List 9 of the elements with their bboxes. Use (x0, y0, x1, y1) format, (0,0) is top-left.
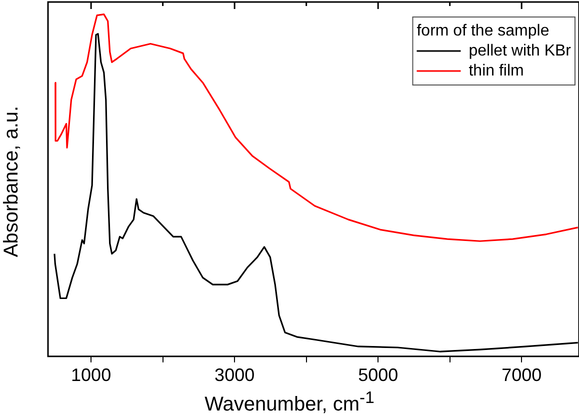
legend-label: pellet with KBr (468, 42, 572, 60)
y-axis-title: Absorbance, a.u. (0, 104, 24, 260)
x-tick-label: 3000 (214, 365, 255, 386)
x-tick-label: 7000 (502, 365, 542, 386)
x-tick-label: 1000 (71, 365, 112, 386)
legend-label: thin film (468, 62, 524, 80)
legend-title: form of the sample (416, 22, 550, 40)
x-axis-title: Wavenumber, cm$^{-1}$ (204, 388, 376, 417)
x-tick-label: 5000 (358, 365, 398, 386)
